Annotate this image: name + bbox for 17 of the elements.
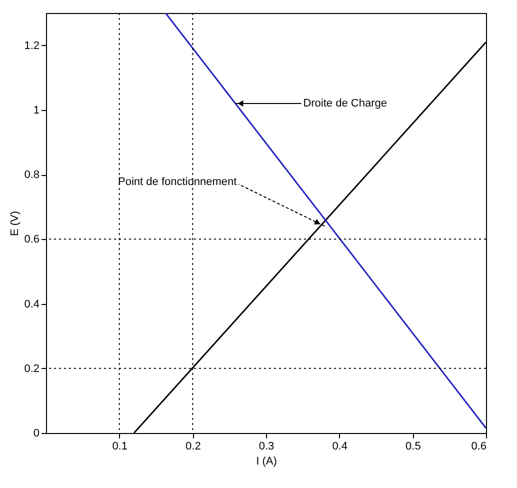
annotation: Droite de Charge [303,97,387,110]
y-tick-label: 0.8 [24,169,40,182]
x-tick-label: 0.4 [332,440,348,452]
x-tick-label: 0.6 [471,440,486,452]
y-axis-title: E (V) [9,210,22,236]
y-tick-label: 0.4 [24,298,40,310]
x-tick-label: 0.2 [186,440,201,452]
y-tick-label: 0.6 [24,234,40,246]
y-tick-label: 1.2 [24,40,40,52]
x-tick-label: 0.3 [258,440,274,452]
y-tick-label: 1 [33,104,40,116]
x-tick-label: 0.1 [112,440,128,452]
annotation: Point de fonctionnement [118,176,237,188]
x-axis-title: I (A) [256,456,277,468]
x-tick-label: 0.5 [406,440,421,452]
y-tick-label: 0 [33,428,40,440]
y-tick-label: 0.2 [24,362,40,375]
